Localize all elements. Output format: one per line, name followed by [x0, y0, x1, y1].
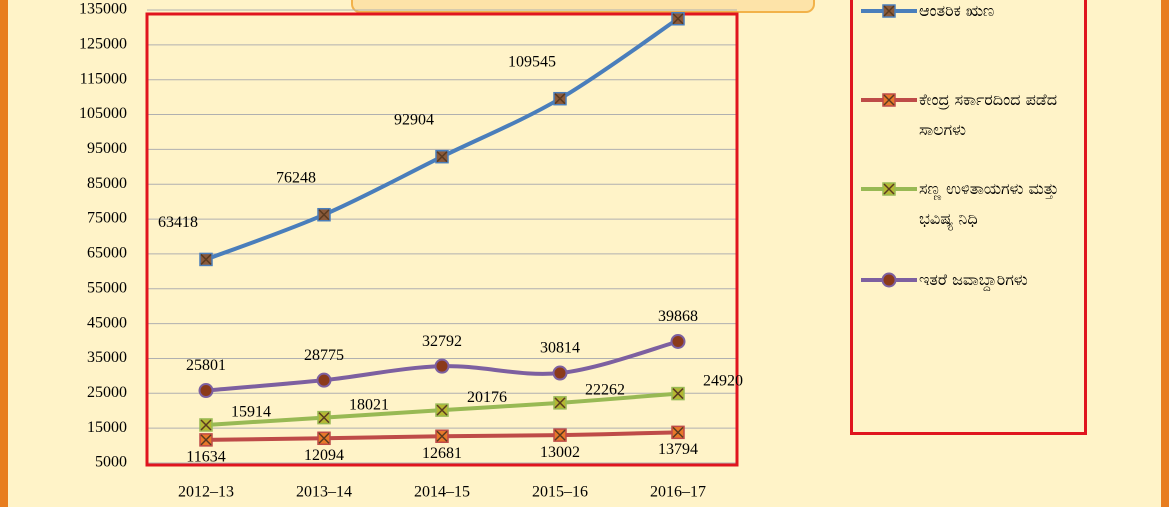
y-tick-label: 75000	[87, 210, 127, 227]
marker-cross	[672, 13, 684, 25]
series-line	[205, 17, 680, 262]
marker-cross	[318, 412, 330, 424]
y-tick-label: 105000	[79, 105, 127, 122]
marker	[199, 252, 213, 267]
data-label: 92904	[394, 111, 434, 128]
marker	[553, 428, 567, 442]
marker	[435, 429, 449, 443]
marker-cross	[883, 183, 895, 195]
x-tick-label: 2013–14	[296, 484, 352, 501]
marker	[317, 431, 331, 446]
data-label: 12681	[422, 445, 462, 462]
data-label: 15914	[231, 404, 271, 421]
data-label: 12094	[304, 447, 344, 464]
marker-cross	[318, 432, 330, 444]
y-tick-label: 115000	[80, 70, 127, 87]
y-tick-label: 15000	[87, 419, 127, 436]
marker	[882, 93, 896, 107]
marker	[553, 396, 567, 410]
legend-swatch	[861, 182, 917, 196]
marker	[198, 383, 214, 399]
data-label: 76248	[276, 169, 316, 186]
data-label: 63418	[158, 214, 198, 231]
y-tick-label: 25000	[87, 384, 127, 401]
marker-cross	[554, 93, 566, 105]
legend-swatch	[861, 4, 917, 18]
marker	[553, 91, 567, 106]
marker	[552, 365, 568, 381]
data-label: 13794	[658, 441, 698, 458]
marker	[881, 272, 897, 288]
data-label: 18021	[349, 396, 389, 413]
data-label: 109545	[508, 53, 556, 70]
title-box	[351, 0, 815, 13]
data-label: 30814	[540, 340, 580, 357]
y-tick-label: 45000	[87, 314, 127, 331]
marker-cross	[672, 388, 684, 400]
marker	[435, 403, 449, 417]
y-tick-label: 95000	[87, 140, 127, 157]
marker	[671, 386, 685, 401]
y-tick-label: 5000	[95, 454, 127, 471]
data-label: 39868	[658, 308, 698, 325]
x-tick-label: 2012–13	[178, 484, 234, 501]
marker	[670, 333, 686, 349]
data-label: 11634	[186, 449, 225, 466]
marker	[435, 149, 449, 164]
marker	[317, 410, 331, 425]
y-tick-label: 35000	[87, 349, 127, 366]
marker-cross	[672, 426, 684, 438]
marker-cross	[554, 429, 566, 441]
marker	[317, 207, 331, 222]
marker	[199, 433, 213, 447]
marker-cross	[436, 151, 448, 163]
marker	[671, 11, 685, 26]
y-tick-label: 125000	[79, 36, 127, 53]
marker-cross	[883, 5, 895, 17]
marker-cross	[883, 94, 895, 106]
data-label: 24920	[703, 372, 743, 389]
marker	[316, 372, 332, 388]
marker-cross	[200, 419, 212, 431]
data-label: 13002	[540, 444, 580, 461]
marker	[882, 182, 896, 196]
legend-label: ಕೇಂದ್ರ ಸರ್ಕಾರದಿಂದ ಪಡೆದ ಸಾಲಗಳು	[919, 90, 1058, 139]
data-label: 22262	[585, 382, 625, 399]
marker-cross	[200, 253, 212, 265]
y-tick-label: 85000	[87, 175, 127, 192]
data-label: 32792	[422, 333, 462, 350]
marker	[671, 425, 685, 440]
legend-label: ಆಂತರಿಕ ಋಣ	[919, 1, 995, 20]
legend-swatch	[861, 93, 917, 107]
x-tick-label: 2016–17	[650, 484, 706, 501]
marker-cross	[554, 397, 566, 409]
legend-label: ಸಣ್ಣ ಉಳಿತಾಯಗಳು ಮತ್ತು ಭವಿಷ್ಯ ನಿಧಿ	[919, 179, 1059, 228]
x-tick-label: 2015–16	[532, 484, 588, 501]
marker-cross	[436, 404, 448, 416]
plot-border	[145, 12, 739, 467]
data-label: 20176	[467, 389, 507, 406]
y-tick-label: 65000	[87, 245, 127, 262]
x-tick-label: 2014–15	[414, 484, 470, 501]
data-label: 25801	[186, 357, 226, 374]
marker	[434, 358, 450, 374]
legend-label: ಇತರೆ ಜವಾಬ್ದಾರಿಗಳು	[919, 270, 1028, 289]
marker	[199, 418, 213, 432]
marker	[882, 4, 896, 18]
legend: ಆಂತರಿಕ ಋಣ ಕೇಂದ್ರ ಸರ್ಕಾರದಿಂದ ಪಡೆದ ಸಾಲಗಳು ಸಣ…	[850, 0, 1087, 435]
data-label: 28775	[304, 347, 344, 364]
marker-cross	[200, 434, 212, 446]
y-tick-label: 135000	[79, 1, 127, 18]
marker-cross	[436, 430, 448, 442]
legend-swatch	[861, 272, 917, 288]
y-tick-label: 55000	[87, 279, 127, 296]
marker-cross	[318, 209, 330, 221]
